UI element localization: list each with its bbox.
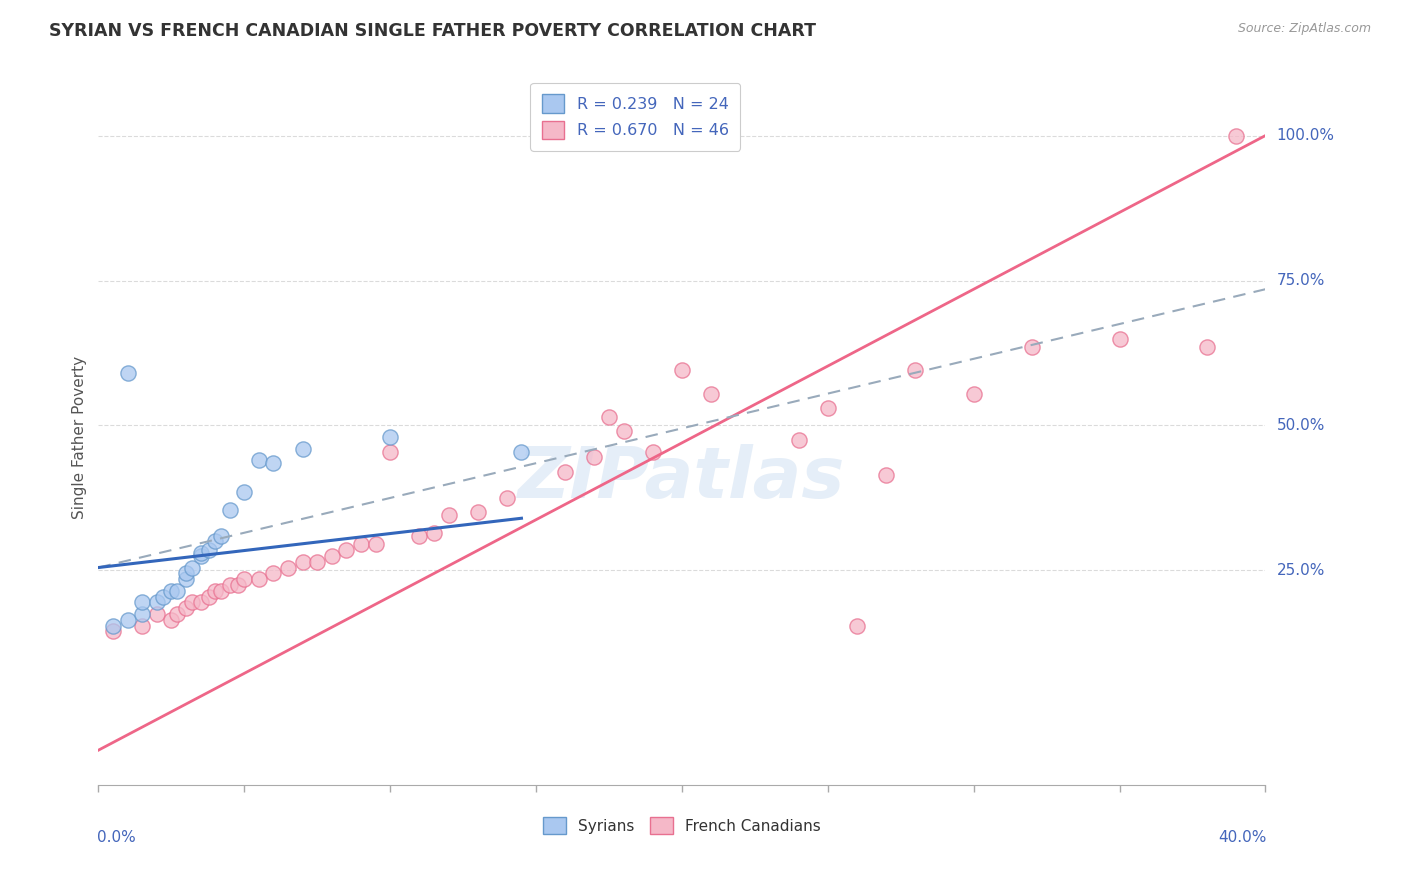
Point [612, 425, 634, 439]
Point [262, 566, 284, 581]
Point [180, 560, 202, 574]
Point [117, 366, 139, 380]
Text: 100.0%: 100.0% [1277, 128, 1334, 143]
Point [218, 578, 240, 592]
Point [160, 583, 183, 598]
Point [101, 618, 124, 632]
Point [817, 401, 839, 416]
Point [335, 543, 357, 558]
Point [554, 465, 576, 479]
Point [228, 578, 250, 592]
Point [101, 624, 124, 639]
Point [190, 595, 212, 609]
Point [204, 534, 226, 549]
Point [1021, 340, 1043, 354]
Point [190, 549, 212, 563]
Point [291, 442, 314, 456]
Point [496, 491, 519, 505]
Point [364, 537, 387, 551]
Point [1225, 128, 1247, 143]
Point [262, 456, 284, 470]
Point [671, 363, 693, 377]
Text: 25.0%: 25.0% [1277, 563, 1324, 578]
Point [583, 450, 606, 465]
Point [1108, 331, 1130, 345]
Point [131, 618, 153, 632]
Point [233, 485, 256, 500]
Point [204, 583, 226, 598]
Point [598, 409, 620, 424]
Point [904, 363, 927, 377]
Point [146, 607, 169, 621]
Point [198, 543, 221, 558]
Point [787, 433, 810, 447]
Text: SYRIAN VS FRENCH CANADIAN SINGLE FATHER POVERTY CORRELATION CHART: SYRIAN VS FRENCH CANADIAN SINGLE FATHER … [49, 22, 817, 40]
Point [190, 546, 212, 560]
Point [160, 613, 183, 627]
Point [510, 444, 533, 458]
Point [1195, 340, 1218, 354]
Text: 0.0%: 0.0% [97, 830, 136, 846]
Point [247, 572, 270, 586]
Point [146, 595, 169, 609]
Y-axis label: Single Father Poverty: Single Father Poverty [72, 356, 87, 518]
Text: 40.0%: 40.0% [1218, 830, 1267, 846]
Point [166, 607, 188, 621]
Point [700, 386, 723, 401]
Point [380, 430, 402, 444]
Point [423, 525, 446, 540]
Point [380, 444, 402, 458]
Point [437, 508, 460, 523]
Text: Source: ZipAtlas.com: Source: ZipAtlas.com [1237, 22, 1371, 36]
Point [291, 555, 314, 569]
Point [247, 453, 270, 467]
Point [174, 601, 197, 615]
Point [198, 590, 221, 604]
Point [209, 583, 232, 598]
Point [350, 537, 373, 551]
Point [166, 583, 188, 598]
Point [209, 528, 232, 542]
Point [307, 555, 329, 569]
Point [174, 566, 197, 581]
Point [131, 607, 153, 621]
Point [641, 444, 664, 458]
Legend: Syrians, French Canadians: Syrians, French Canadians [537, 811, 827, 840]
Point [321, 549, 343, 563]
Point [152, 590, 174, 604]
Point [277, 560, 299, 574]
Point [875, 467, 897, 482]
Point [117, 613, 139, 627]
Point [962, 386, 984, 401]
Point [846, 618, 869, 632]
Point [174, 572, 197, 586]
Point [408, 528, 430, 542]
Point [131, 595, 153, 609]
Text: 50.0%: 50.0% [1277, 418, 1324, 433]
Point [467, 505, 489, 519]
Point [218, 502, 240, 516]
Point [233, 572, 256, 586]
Point [180, 595, 202, 609]
Text: 75.0%: 75.0% [1277, 273, 1324, 288]
Text: ZIPatlas: ZIPatlas [519, 444, 845, 513]
